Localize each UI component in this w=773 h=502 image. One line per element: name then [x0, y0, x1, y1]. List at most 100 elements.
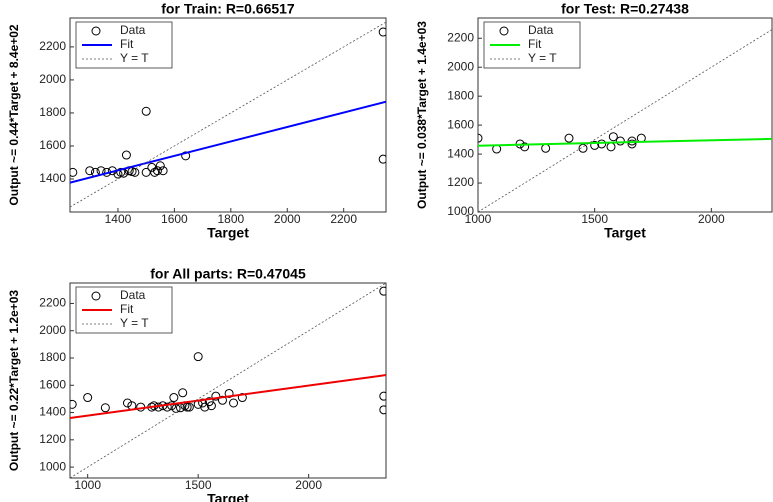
fit-line [70, 100, 386, 184]
x-tick-label: 2200 [330, 212, 357, 226]
data-point [200, 402, 210, 412]
data-point [520, 142, 530, 152]
data-point [83, 393, 93, 403]
data-point [70, 399, 77, 409]
x-tick-label: 1000 [465, 212, 492, 226]
x-tick-label: 1500 [581, 212, 608, 226]
chart-title: for Test: R=0.27438 [561, 1, 689, 17]
x-tick-label: 2000 [274, 212, 301, 226]
y-tick-label: 1400 [447, 146, 474, 160]
legend-label: Y = T [120, 316, 149, 330]
y-tick-label: 1800 [447, 88, 474, 102]
data-point [152, 166, 162, 176]
y-tick-label: 1800 [39, 105, 66, 119]
data-point [169, 393, 179, 403]
y-tick-label: 1000 [39, 459, 66, 473]
data-point [211, 391, 221, 401]
identity-line [478, 29, 772, 212]
x-tick-label: 2000 [295, 478, 322, 492]
plot-layer [70, 21, 386, 208]
data-point [478, 133, 483, 143]
data-point [378, 27, 386, 37]
data-point [615, 136, 625, 146]
y-tick-label: 1600 [39, 138, 66, 152]
y-tick-label: 1800 [39, 350, 66, 364]
data-point [70, 167, 78, 177]
data-point [378, 154, 386, 164]
legend-marker [91, 291, 101, 301]
data-point [178, 388, 188, 398]
data-point [162, 402, 172, 412]
data-point [158, 166, 168, 176]
x-axis-label: Target [207, 225, 249, 241]
y-axis-label: Output ~= 0.038*Target + 1.4e+03 [415, 21, 429, 209]
data-point [100, 403, 110, 413]
data-point [379, 405, 386, 415]
legend-label: Fit [120, 37, 134, 51]
legend-label: Data [120, 23, 146, 37]
legend-marker [499, 26, 509, 36]
x-tick-label: 1800 [217, 212, 244, 226]
x-tick-label: 2000 [698, 212, 725, 226]
data-point [578, 143, 588, 153]
data-point [122, 398, 132, 408]
data-point [608, 132, 618, 142]
y-tick-label: 1600 [39, 377, 66, 391]
x-tick-label: 1600 [161, 212, 188, 226]
data-point [597, 139, 607, 149]
data-point [181, 151, 191, 161]
plot-layer [478, 29, 772, 212]
data-point [564, 133, 574, 143]
y-tick-label: 2000 [447, 59, 474, 73]
fit-line [70, 374, 386, 419]
y-tick-label: 1600 [447, 117, 474, 131]
data-point [627, 139, 637, 149]
y-axis-label: Output ~= 0.44*Target + 8.4e+02 [7, 24, 21, 206]
chart-title: for Train: R=0.66517 [161, 1, 295, 17]
legend-label: Y = T [528, 51, 557, 65]
y-tick-label: 1200 [39, 432, 66, 446]
legend-label: Y = T [120, 51, 149, 65]
y-axis-label: Output ~= 0.22*Target + 1.2e+03 [7, 290, 21, 472]
y-tick-label: 1000 [447, 204, 474, 218]
chart-title: for All parts: R=0.47045 [150, 266, 306, 282]
data-point [237, 393, 247, 403]
identity-line [70, 283, 386, 478]
data-point [193, 352, 203, 362]
data-point [130, 167, 140, 177]
y-tick-label: 2200 [447, 30, 474, 44]
y-tick-label: 2200 [39, 296, 66, 310]
x-tick-label: 1500 [185, 478, 212, 492]
x-tick-label: 1400 [105, 212, 132, 226]
y-tick-label: 2000 [39, 72, 66, 86]
y-tick-label: 1200 [447, 175, 474, 189]
plot-layer [70, 283, 386, 478]
identity-line [70, 21, 386, 208]
data-point [206, 401, 216, 411]
y-tick-label: 2000 [39, 323, 66, 337]
data-point [121, 150, 131, 160]
legend-label: Fit [528, 37, 542, 51]
legend-label: Data [120, 288, 146, 302]
fit-line [478, 137, 772, 147]
data-point [379, 391, 386, 401]
x-axis-label: Target [604, 225, 646, 241]
x-tick-label: 1000 [74, 478, 101, 492]
legend-label: Data [528, 23, 554, 37]
y-tick-label: 1400 [39, 171, 66, 185]
data-point [379, 286, 386, 296]
data-point [590, 140, 600, 150]
y-tick-label: 1400 [39, 405, 66, 419]
legend-label: Fit [120, 302, 134, 316]
legend-marker [91, 26, 101, 36]
data-point [150, 167, 160, 177]
data-point [229, 398, 239, 408]
data-point [141, 106, 151, 116]
data-point [184, 402, 194, 412]
data-point [155, 161, 165, 171]
data-point [224, 388, 234, 398]
data-point [85, 166, 95, 176]
data-point [182, 402, 192, 412]
